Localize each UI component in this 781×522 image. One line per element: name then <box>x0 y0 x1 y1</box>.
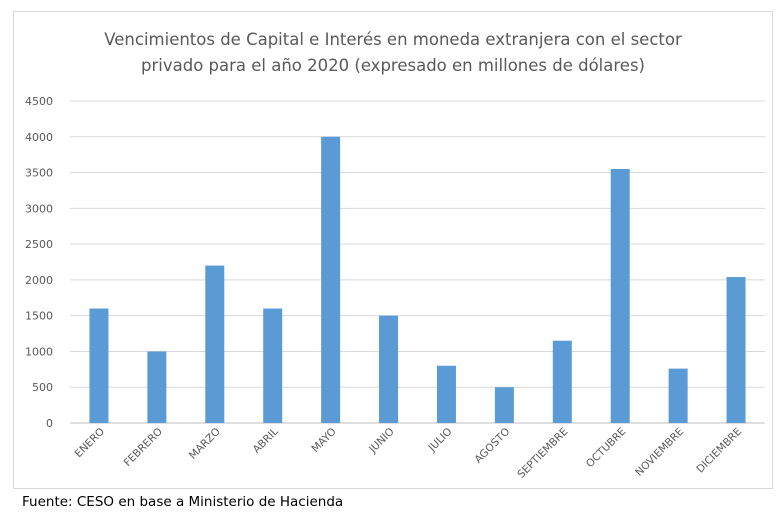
bar <box>610 168 630 423</box>
source-note: Fuente: CESO en base a Ministerio de Hac… <box>22 494 344 510</box>
y-tick-label: 3000 <box>25 202 53 215</box>
y-tick-label: 500 <box>32 381 53 394</box>
bar <box>321 136 341 423</box>
bar <box>205 265 225 423</box>
y-tick-label: 4000 <box>25 131 53 144</box>
x-tick-label: MAYO <box>309 426 338 455</box>
y-tick-label: 4500 <box>25 95 53 108</box>
y-tick-label: 1000 <box>25 345 53 358</box>
bar <box>379 315 399 423</box>
bar <box>494 387 514 423</box>
bar <box>552 340 572 423</box>
x-tick-label: FEBRERO <box>122 426 165 469</box>
x-tick-label: JUNIO <box>366 426 396 456</box>
bar <box>263 308 283 423</box>
bar <box>668 368 688 423</box>
x-tick-label: JULIO <box>426 426 455 455</box>
x-tick-label: SEPTIEMBRE <box>515 426 570 481</box>
x-tick-label: ENERO <box>73 426 107 460</box>
x-tick-label: NOVIEMBRE <box>633 426 686 479</box>
bar <box>726 277 746 423</box>
bar <box>89 308 109 423</box>
x-tick-label: DICIEMBRE <box>694 426 744 476</box>
x-tick-label: ABRIL <box>251 426 281 456</box>
y-tick-label: 1500 <box>25 310 53 323</box>
x-tick-label: OCTUBRE <box>584 426 628 470</box>
y-tick-label: 2500 <box>25 238 53 251</box>
bar <box>436 365 456 423</box>
y-tick-label: 3500 <box>25 167 53 180</box>
chart-title-line-1: Vencimientos de Capital e Interés en mon… <box>104 30 682 49</box>
bar <box>147 351 167 423</box>
chart-title-line-2: privado para el año 2020 (expresado en m… <box>141 56 645 75</box>
x-tick-label: AGOSTO <box>472 426 512 466</box>
x-tick-label: MARZO <box>187 426 223 462</box>
y-tick-label: 0 <box>46 417 53 430</box>
y-tick-label: 2000 <box>25 274 53 287</box>
